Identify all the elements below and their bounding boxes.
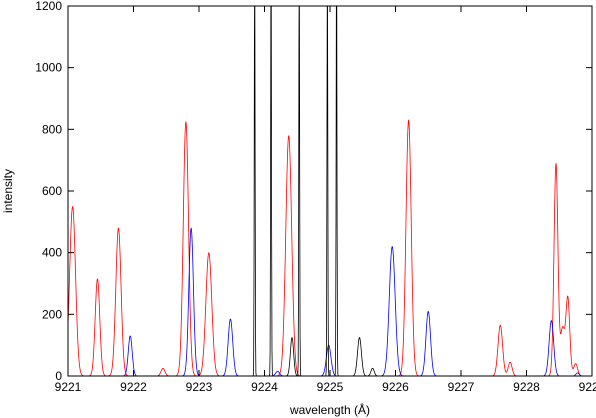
series-line-2: [68, 227, 592, 376]
y-tick-label: 600: [42, 184, 62, 198]
x-tick-label: 9222: [120, 380, 147, 394]
x-axis-title: wavelength (Å): [289, 402, 370, 417]
y-tick-label: 800: [42, 122, 62, 136]
y-axis-title: intensity: [1, 169, 15, 213]
plot-frame: [67, 5, 593, 377]
x-tick-label: 9224: [251, 380, 278, 394]
y-tick-label: 1000: [35, 61, 62, 75]
x-tick-label: 9223: [186, 380, 213, 394]
series-line-1: [68, 119, 592, 376]
axis-layer: 9221 9222 9223 9224 9225 9226 9227 9228 9229 0 200…: [35, 0, 596, 394]
y-tick-label: 400: [42, 246, 62, 260]
y-tick-label: 0: [55, 369, 62, 383]
x-tick-label: 9229: [579, 380, 596, 394]
x-tick-label: 9221: [55, 380, 82, 394]
y-tick-label: 1200: [35, 0, 62, 13]
series-layer: [68, 6, 592, 376]
x-tick-label: 9225: [317, 380, 344, 394]
x-tick-label: 9226: [382, 380, 409, 394]
x-tick-label: 9227: [448, 380, 475, 394]
series-line-3: [68, 6, 592, 376]
y-tick-label: 200: [42, 307, 62, 321]
x-tick-label: 9228: [513, 380, 540, 394]
